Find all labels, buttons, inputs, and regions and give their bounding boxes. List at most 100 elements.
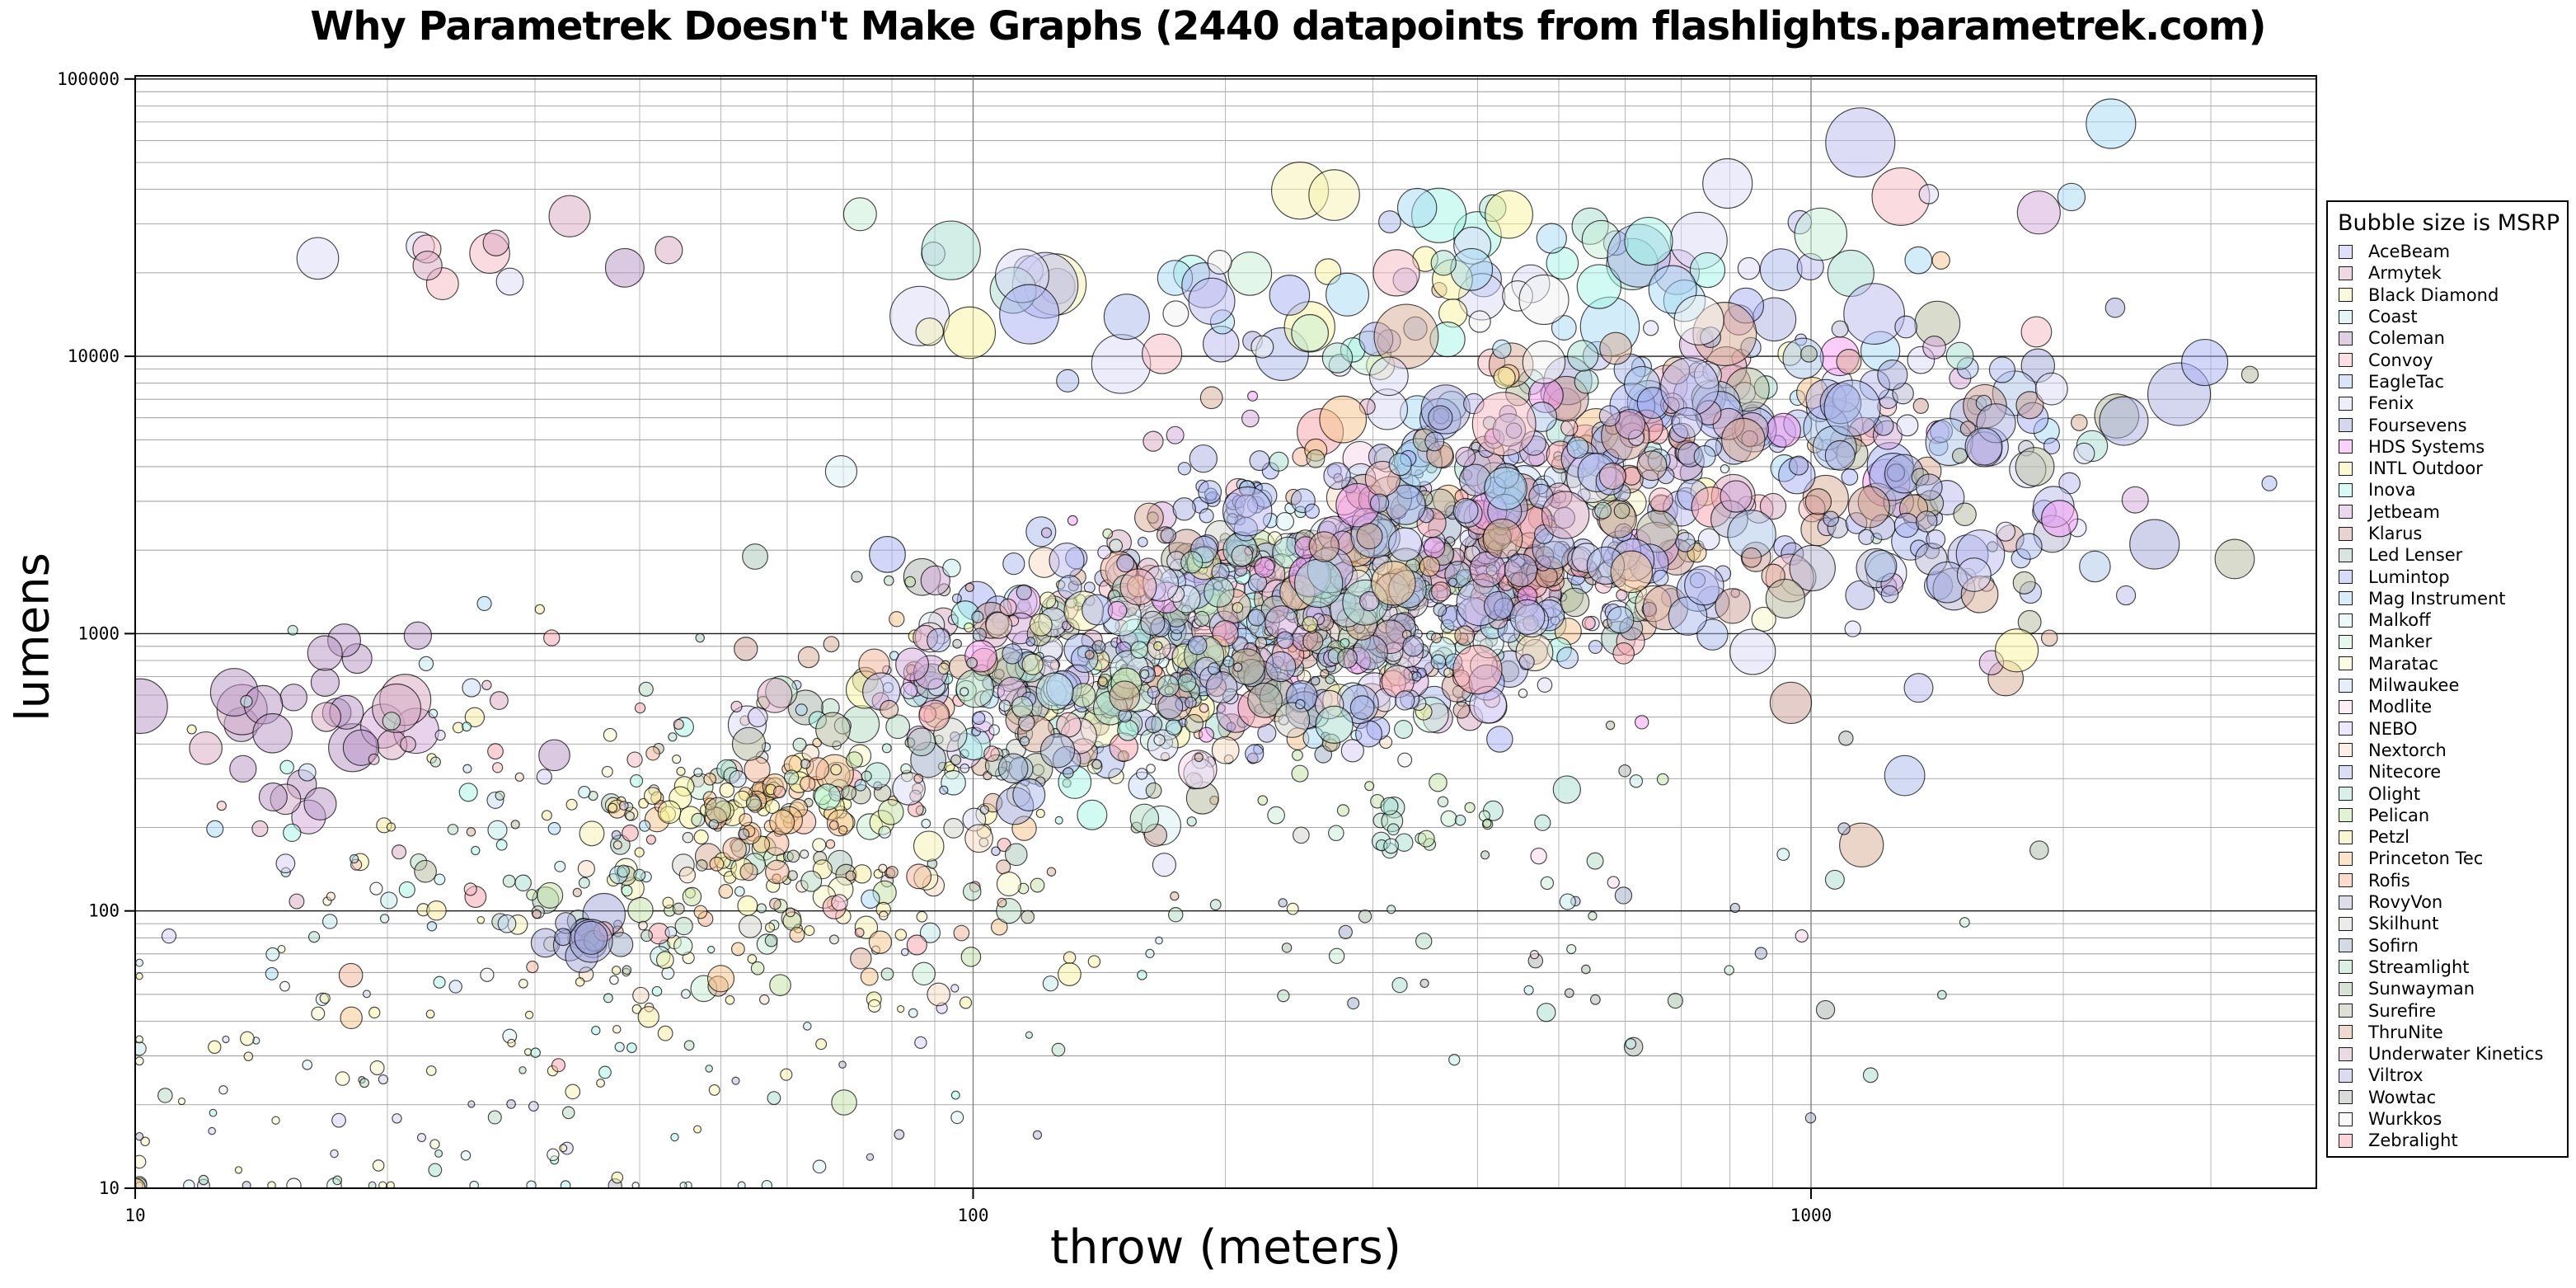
bubble [321, 914, 338, 929]
bubble [425, 1065, 437, 1076]
legend-label: Coast [2368, 307, 2418, 327]
bubble [1789, 544, 1836, 592]
bubble [1326, 272, 1370, 317]
legend-item-nebo: NEBO [2328, 718, 2567, 740]
bubble [1697, 528, 1720, 551]
bubble [265, 947, 280, 961]
bubble [1172, 497, 1196, 521]
bubble [1030, 877, 1045, 893]
legend-swatch [2339, 613, 2353, 628]
bubble [1480, 850, 1490, 860]
bubble [603, 727, 617, 742]
legend-swatch [2339, 938, 2353, 953]
legend-swatch [2339, 526, 2353, 541]
bubble [846, 751, 863, 769]
bubble [2214, 538, 2255, 580]
bubble [851, 571, 863, 583]
legend-swatch [2339, 808, 2353, 823]
legend-item-modlite: Modlite [2328, 696, 2567, 717]
bubble [878, 910, 889, 921]
bubble [634, 847, 645, 858]
bubble [1560, 418, 1579, 437]
bubble [1304, 503, 1320, 519]
bubble [574, 920, 608, 955]
legend-swatch [2339, 288, 2353, 303]
bubble [1824, 440, 1856, 471]
bubble [780, 1068, 793, 1081]
legend-swatch [2339, 1090, 2353, 1105]
bubble [1766, 412, 1801, 448]
bubble [734, 886, 745, 897]
bubble [1380, 797, 1399, 816]
bubble [598, 1065, 612, 1079]
bubble [1039, 591, 1057, 609]
bubble [939, 785, 949, 795]
bubble [1598, 405, 1621, 427]
bubble [1759, 492, 1787, 520]
bubble [311, 702, 342, 732]
bubble [425, 1009, 435, 1019]
bubble [1931, 251, 1950, 270]
bubble [554, 860, 566, 872]
bubble [918, 699, 950, 731]
legend-item-olight: Olight [2328, 783, 2567, 804]
bubble [135, 958, 144, 967]
y-tick-label: 100 [88, 901, 120, 921]
bubble [368, 753, 380, 765]
bubble [1091, 334, 1152, 394]
bubble [668, 732, 678, 742]
legend-item-convoy: Convoy [2328, 349, 2567, 370]
bubble [1265, 651, 1297, 683]
bubble [2040, 629, 2058, 647]
bubble [287, 624, 298, 636]
legend-item-intl-outdoor: INTL Outdoor [2328, 458, 2567, 479]
bubble [950, 1111, 964, 1125]
bubble [2241, 365, 2259, 383]
x-tick-label: 100 [958, 1206, 989, 1225]
bubble [786, 849, 800, 863]
bubble [1486, 726, 1513, 753]
bubble [1025, 516, 1057, 548]
bubble [997, 753, 1029, 784]
bubble [1945, 341, 1974, 370]
bubble [1325, 674, 1335, 684]
bubble [626, 751, 643, 768]
bubble [392, 1113, 402, 1124]
bubble [362, 990, 371, 999]
bubble [971, 610, 984, 623]
bubble [1884, 754, 1926, 797]
bubble [792, 737, 807, 752]
bubble [2079, 550, 2111, 583]
bubble [1541, 491, 1590, 539]
bubble [1021, 910, 1035, 924]
bubble [497, 914, 517, 933]
bubble [761, 1179, 772, 1188]
bubble [705, 797, 732, 824]
bubble [2261, 475, 2278, 491]
bubble [382, 712, 401, 731]
bubble [1153, 734, 1166, 746]
bubble [1448, 1054, 1461, 1066]
legend-swatch [2339, 787, 2353, 801]
bubble [1862, 1067, 1879, 1084]
bubble [877, 798, 904, 825]
bubble [1671, 407, 1703, 439]
bubble [1103, 294, 1150, 341]
legend-swatch [2339, 916, 2353, 931]
bubble [693, 830, 709, 845]
bubble [823, 636, 840, 653]
bubble [1198, 726, 1215, 743]
bubble [1430, 581, 1452, 602]
bubble [1349, 695, 1375, 720]
legend-swatch [2339, 873, 2353, 888]
bubble [812, 838, 827, 853]
legend-swatch [2339, 699, 2353, 714]
bubble [526, 961, 539, 974]
legend-item-black-diamond: Black Diamond [2328, 284, 2567, 306]
bubble [560, 1180, 571, 1188]
bubble [1823, 379, 1881, 437]
bubble [1142, 333, 1183, 374]
bubble [998, 699, 1011, 712]
